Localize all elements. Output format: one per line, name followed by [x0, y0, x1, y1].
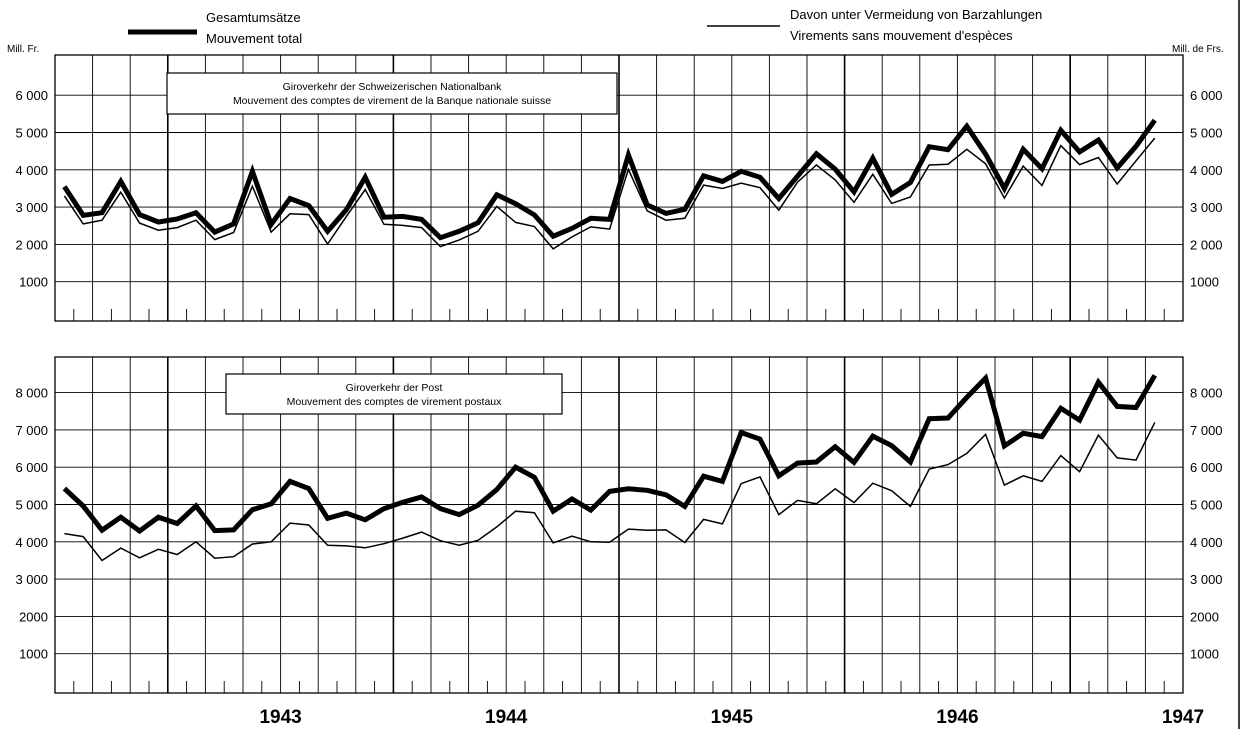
- y-tick-label-right: 2 000: [1190, 237, 1223, 252]
- y-tick-label-left: 8 000: [15, 386, 48, 401]
- legend-thin-label-fr: Virements sans mouvement d'espèces: [790, 28, 1013, 43]
- y-tick-label-left: 3 000: [15, 572, 48, 587]
- y-tick-label-left: 1000: [19, 275, 48, 290]
- chart-subtitle: Mouvement des comptes de virement postau…: [287, 396, 503, 408]
- y-tick-label-right: 1000: [1190, 647, 1219, 662]
- year-label: 1945: [711, 707, 754, 728]
- chart-title: Giroverkehr der Post: [346, 382, 443, 394]
- chart-title-box: [225, 373, 563, 415]
- year-label: 1944: [485, 707, 528, 728]
- nationalbank-chart: 1000 1000 2 000 2 000 3 000 3 000 4 000 4 000 5 …: [15, 54, 1223, 322]
- y-tick-label-right: 4 000: [1190, 535, 1223, 550]
- y-tick-label-right: 4 000: [1190, 163, 1223, 178]
- legend-thick-label-fr: Mouvement total: [206, 31, 302, 46]
- legend-thin-label-de: Davon unter Vermeidung von Barzahlungen: [790, 7, 1042, 22]
- legend-thick-label-de: Gesamtumsätze: [206, 10, 301, 25]
- chart-subtitle: Mouvement des comptes de virement de la …: [233, 95, 551, 107]
- year-label: 1947: [1162, 707, 1204, 728]
- y-tick-label-left: 3 000: [15, 200, 48, 215]
- x-axis-year-labels: 1943 1944 1945 1946 1947: [259, 707, 1204, 728]
- y-tick-label-right: 5 000: [1190, 126, 1223, 141]
- y-tick-label-left: 4 000: [15, 535, 48, 550]
- y-tick-label-right: 3 000: [1190, 200, 1223, 215]
- y-tick-label-right: 5 000: [1190, 498, 1223, 513]
- y-tick-label-right: 3 000: [1190, 572, 1223, 587]
- y-tick-label-left: 2000: [19, 609, 48, 624]
- y-tick-label-left: 5 000: [15, 498, 48, 513]
- y-tick-label-right: 8 000: [1190, 386, 1223, 401]
- chart-title-box: [166, 72, 618, 115]
- y-tick-label-left: 7 000: [15, 423, 48, 438]
- y-tick-label-right: 2000: [1190, 609, 1219, 624]
- y-tick-label-left: 5 000: [15, 126, 48, 141]
- y-tick-label-left: 6 000: [15, 88, 48, 103]
- post-chart: 1000 1000 2000 2000 3 000 3 000 4 000 4 000 5 00…: [15, 356, 1223, 694]
- y-tick-label-left: 4 000: [15, 163, 48, 178]
- year-label: 1946: [936, 707, 978, 728]
- y-tick-label-right: 6 000: [1190, 88, 1223, 103]
- chart-title: Giroverkehr der Schweizerischen National…: [283, 81, 503, 93]
- y-tick-label-left: 2 000: [15, 237, 48, 252]
- series-line-cashless: [63, 137, 1156, 250]
- series-line-total: [62, 118, 1157, 241]
- y-tick-label-right: 6 000: [1190, 460, 1223, 475]
- legend: Gesamtumsätze Mouvement total Davon unte…: [128, 7, 1042, 46]
- y-tick-label-right: 7 000: [1190, 423, 1223, 438]
- y-tick-label-left: 1000: [19, 647, 48, 662]
- y-unit-right: Mill. de Frs.: [1172, 44, 1224, 55]
- year-label: 1943: [259, 707, 301, 728]
- y-tick-label-left: 6 000: [15, 460, 48, 475]
- y-tick-label-right: 1000: [1190, 275, 1219, 290]
- y-unit-left: Mill. Fr.: [7, 44, 39, 55]
